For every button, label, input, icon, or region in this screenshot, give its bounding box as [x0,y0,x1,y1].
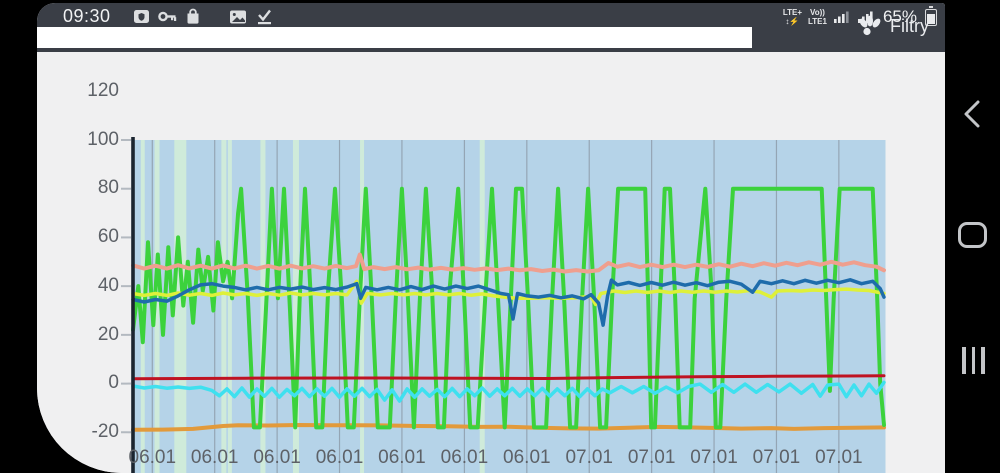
highlight-stripe [227,140,232,473]
back-icon[interactable] [961,98,983,130]
home-icon[interactable] [958,222,987,248]
filters-button[interactable]: Filtry [857,15,929,37]
chart-area: 120 100 80 60 40 20 0 -20 06.01 06.01 06.01 06.01 0… [37,52,945,473]
battery-percent: 65% [882,7,917,26]
x-axis-label: 07.01 [752,447,801,468]
x-axis-label: 06.01 [503,447,551,468]
x-axis-label: 07.01 [627,447,676,468]
x-axis-label: 06.01 [315,447,364,468]
series-blue [131,278,886,327]
app-window: 09:30 [37,3,945,473]
y-axis-label: -20 [91,421,119,442]
gallery-icon [230,10,246,23]
x-axis-label: 06.01 [128,447,177,468]
lte-plus-indicator: LTE+ ↕⚡ [782,8,802,26]
volte-indicator: Vo)) LTE1 [808,8,827,26]
y-axis-label: 100 [87,128,119,150]
key-icon [158,11,177,22]
x-axis-label: 06.01 [190,447,239,468]
status-right-icons: LTE+ ↕⚡ Vo)) LTE1 [783,5,937,29]
series-dark-red [131,374,886,381]
bag-icon [187,8,199,24]
x-axis-label: 07.01 [690,447,738,468]
highlight-stripe [221,140,227,473]
x-axis-label: 06.01 [440,447,489,468]
highlight-stripe [174,140,187,473]
y-axis-line [131,137,135,473]
y-axis-label: 80 [97,177,119,199]
y-axis-label: 0 [108,372,119,394]
x-axis-label: 07.01 [565,447,613,468]
secure-folder-icon [134,10,149,23]
battery-icon [925,5,937,26]
y-axis-label: 20 [97,323,119,345]
signal-bars-icon [833,11,849,23]
clock: 09:30 [63,6,111,26]
android-nav-bar [945,0,1000,473]
highlight-stripe [292,140,299,473]
highlight-stripe [260,140,266,473]
white-panel-overlay[interactable] [37,27,752,48]
y-axis-label: 60 [97,226,119,248]
series-salmon [131,252,886,274]
check-underline-icon [258,9,271,24]
x-axis-label: 07.01 [815,447,863,468]
filters-icon [859,15,881,36]
highlight-stripe [154,140,160,473]
chart-plot[interactable] [121,137,886,473]
series-orange [131,423,886,432]
y-axis-label: 120 [87,80,119,101]
y-axis-label: 40 [97,274,119,296]
x-axis-label: 06.01 [253,447,301,468]
series-yellow-green [131,279,886,307]
series-green [131,186,886,430]
status-and-header-bar: 09:30 [37,3,945,52]
recents-icon[interactable] [962,347,985,374]
status-left-icons [133,8,273,25]
highlight-stripe [479,140,485,473]
x-axis-label: 06.01 [378,447,426,468]
highlight-stripe [360,140,365,473]
series-cyan [131,380,886,403]
filters-label: Filtry [890,15,929,36]
